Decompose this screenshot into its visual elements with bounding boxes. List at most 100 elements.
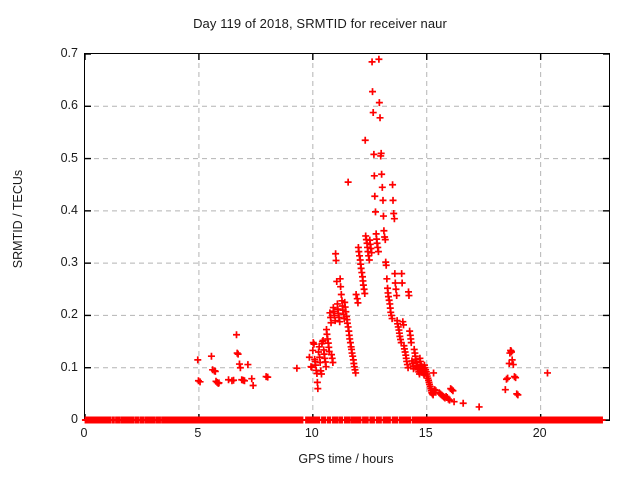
scatter-point xyxy=(352,369,360,377)
scatter-point xyxy=(313,378,321,386)
scatter-point xyxy=(374,248,382,256)
y-tick-label: 0.1 xyxy=(60,359,78,374)
scatter-point xyxy=(509,361,517,369)
y-tick-label: 0.4 xyxy=(60,202,78,217)
scatter-point-baseline xyxy=(598,416,606,424)
scatter-point xyxy=(305,353,313,361)
scatter-point xyxy=(314,385,322,393)
y-tick-label: 0.7 xyxy=(60,46,78,60)
scatter-point xyxy=(393,292,401,300)
scatter-point xyxy=(370,150,378,158)
scatter-point xyxy=(332,250,340,258)
scatter-point xyxy=(389,181,397,189)
scatter-point xyxy=(344,178,352,186)
scatter-point xyxy=(236,364,244,372)
scatter-point xyxy=(404,364,412,372)
scatter-point xyxy=(371,192,379,200)
scatter-point xyxy=(248,375,256,383)
scatter-point xyxy=(390,215,398,223)
scatter-point xyxy=(233,331,241,339)
scatter-point xyxy=(398,270,406,278)
scatter-point xyxy=(407,339,415,347)
scatter-point xyxy=(388,315,396,323)
scatter-point xyxy=(368,58,376,66)
scatter-point xyxy=(449,387,457,395)
scatter-point xyxy=(365,256,373,264)
scatter-point xyxy=(450,398,458,406)
scatter-point xyxy=(230,376,238,384)
y-tick-label: 0.5 xyxy=(60,150,78,165)
scatter-point xyxy=(400,321,408,329)
scatter-point xyxy=(391,279,399,287)
scatter-point xyxy=(513,390,521,398)
scatter-point xyxy=(507,348,515,356)
scatter-point xyxy=(459,399,467,407)
x-tick-label: 5 xyxy=(194,426,202,440)
scatter-point xyxy=(327,319,335,327)
scatter-point xyxy=(215,379,223,387)
scatter-point xyxy=(194,377,202,385)
scatter-point xyxy=(240,377,248,385)
scatter-point xyxy=(235,360,243,368)
plot-area xyxy=(81,53,610,424)
scatter-point xyxy=(234,350,242,358)
scatter-point xyxy=(370,172,378,180)
scatter-point xyxy=(264,373,272,381)
x-axis-tick-labels: 0 5 10 15 20 xyxy=(80,426,608,446)
scatter-point xyxy=(382,261,390,269)
y-tick-label: 0.6 xyxy=(60,98,78,113)
scatter-point xyxy=(475,403,483,411)
scatter-point xyxy=(310,340,318,348)
scatter-point xyxy=(361,136,369,144)
scatter-point xyxy=(398,279,406,287)
scatter-point xyxy=(446,396,454,404)
scatter-point xyxy=(329,358,337,366)
scatter-point xyxy=(378,183,386,191)
scatter-point xyxy=(249,381,257,389)
scatter-point xyxy=(293,364,301,372)
x-tick-label: 15 xyxy=(418,426,433,440)
scatter-point xyxy=(379,212,387,220)
scatter-point xyxy=(448,386,456,394)
x-tick-label: 10 xyxy=(304,426,319,440)
scatter-point xyxy=(336,275,344,283)
scatter-point xyxy=(332,257,340,265)
scatter-point xyxy=(379,196,387,204)
scatter-point xyxy=(377,149,385,157)
y-tick-label: 0 xyxy=(71,412,78,426)
scatter-point xyxy=(508,356,516,364)
y-tick-label: 0.2 xyxy=(60,307,78,322)
scatter-point xyxy=(410,365,418,373)
scatter-point xyxy=(543,369,551,377)
scatter-point xyxy=(510,373,518,381)
scatter-point xyxy=(211,367,219,375)
scatter-point xyxy=(336,318,344,326)
scatter-point xyxy=(383,275,391,283)
grid-layer xyxy=(84,53,609,421)
x-axis-label: GPS time / hours xyxy=(298,452,394,466)
scatter-point xyxy=(309,346,317,354)
scatter-point xyxy=(331,317,339,325)
scatter-point xyxy=(380,227,388,235)
scatter-point xyxy=(352,291,360,299)
y-axis-label: SRMTID / TECUs xyxy=(11,169,25,269)
scatter-point xyxy=(389,196,397,204)
scatter-point xyxy=(429,391,437,399)
scatter-point xyxy=(430,369,438,377)
scatter-point xyxy=(392,285,400,293)
scatter-point xyxy=(501,386,509,394)
scatter-point xyxy=(354,299,362,307)
scatter-point xyxy=(502,375,510,383)
x-tick-label: 20 xyxy=(532,426,547,440)
scatter-point xyxy=(207,352,215,360)
scatter-point xyxy=(233,349,241,357)
scatter-point xyxy=(194,356,202,364)
scatter-point xyxy=(405,292,413,300)
scatter-points-layer xyxy=(81,55,606,424)
scatter-point xyxy=(337,291,345,299)
scatter-point xyxy=(308,363,316,371)
x-tick-label: 0 xyxy=(80,426,88,440)
scatter-point xyxy=(376,114,384,122)
scatter-point xyxy=(337,283,345,291)
